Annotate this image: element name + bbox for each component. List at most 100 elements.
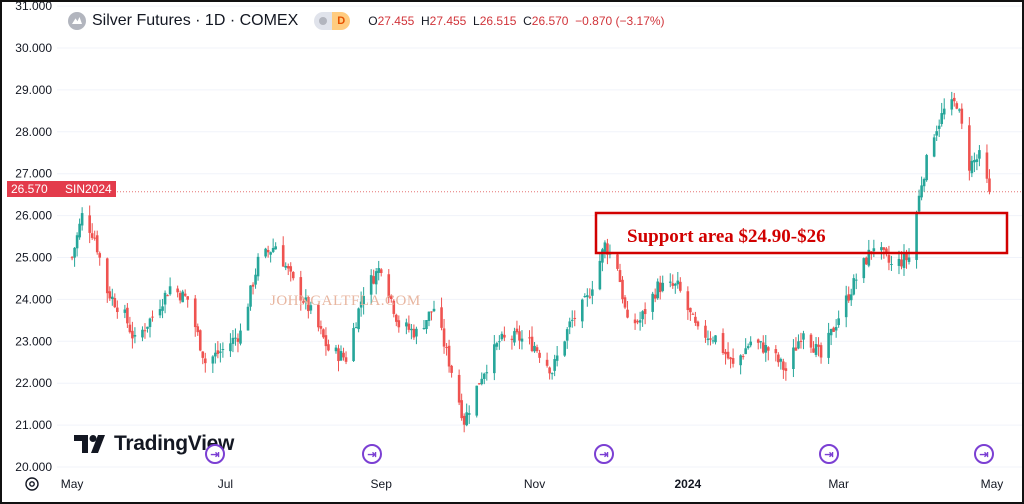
- tradingview-logo-icon: [74, 435, 105, 453]
- candle-body: [797, 341, 800, 349]
- candle-body: [706, 338, 710, 341]
- candle-body: [686, 291, 690, 311]
- candle-body: [606, 243, 609, 255]
- candle-body: [952, 97, 956, 102]
- candle-body: [653, 294, 657, 299]
- candle-body: [545, 359, 549, 366]
- candle-body: [161, 306, 164, 311]
- candle-body: [598, 260, 602, 290]
- delayed-badge: D: [332, 12, 351, 30]
- candle-body: [231, 337, 235, 344]
- candle-body: [493, 344, 496, 374]
- candle-body: [746, 346, 750, 349]
- candle-body: [679, 281, 682, 291]
- candle-body: [392, 300, 396, 314]
- candle-body: [764, 345, 768, 353]
- candle-body: [440, 307, 443, 328]
- candle-body: [477, 383, 481, 385]
- candle-body: [500, 333, 504, 340]
- candle-body: [334, 347, 338, 352]
- candle-body: [178, 293, 182, 301]
- candle-body: [618, 270, 622, 283]
- candle-body: [691, 313, 695, 315]
- candle-body: [80, 213, 84, 226]
- time-axis[interactable]: May Jul Sep Nov 2024 Mar May: [61, 477, 1004, 491]
- candle-body: [955, 103, 959, 109]
- candle-body: [766, 347, 770, 351]
- candle-body: [862, 258, 866, 279]
- candle-body: [792, 347, 795, 369]
- go-to-realtime-icon[interactable]: ⇥: [205, 444, 225, 464]
- candle-body: [405, 322, 408, 327]
- candle-body: [369, 275, 373, 295]
- candle-body: [126, 307, 129, 324]
- y-tick-label: 26.000: [15, 209, 52, 223]
- candle-body: [284, 265, 288, 268]
- y-tick-label: 27.000: [15, 167, 52, 181]
- candle-body: [377, 268, 381, 273]
- candle-body: [555, 355, 559, 361]
- candle-body: [327, 344, 330, 351]
- candle-body: [131, 330, 134, 339]
- y-tick-label: 30.000: [15, 41, 52, 55]
- candle-body: [90, 233, 94, 238]
- x-tick-label: Nov: [524, 477, 545, 491]
- candle-body: [271, 247, 275, 252]
- candle-body: [105, 258, 109, 294]
- candle-body: [658, 282, 662, 293]
- candle-body: [741, 356, 745, 358]
- go-to-realtime-icon[interactable]: ⇥: [819, 444, 839, 464]
- gear-icon[interactable]: [24, 476, 40, 492]
- candle-body: [95, 235, 99, 253]
- y-tick-label: 22.000: [15, 376, 52, 390]
- candle-body: [342, 352, 345, 358]
- candle-body: [98, 253, 102, 258]
- candle-body: [603, 242, 607, 252]
- go-to-realtime-icon[interactable]: ⇥: [594, 444, 614, 464]
- candle-body: [922, 179, 926, 187]
- candle-body: [887, 255, 891, 263]
- candle-body: [601, 249, 604, 263]
- candle-body: [75, 235, 79, 249]
- candle-body: [307, 296, 310, 312]
- candle-body: [198, 330, 202, 351]
- candle-body: [357, 308, 360, 330]
- candle-body: [942, 108, 946, 115]
- candle-body: [661, 282, 665, 291]
- candle-body: [568, 321, 572, 328]
- candle-body: [176, 288, 179, 293]
- candle-body: [616, 254, 619, 269]
- market-status-badge[interactable]: D: [314, 12, 351, 30]
- watermark-text: JOHNGALTFLA.COM: [270, 293, 421, 309]
- candle-body: [623, 297, 627, 308]
- candle-body: [475, 385, 479, 416]
- candle-body: [689, 307, 692, 313]
- candle-body: [591, 289, 594, 296]
- candle-body: [651, 293, 654, 312]
- candle-body: [286, 265, 290, 269]
- candle-body: [714, 335, 717, 343]
- candle-body: [694, 316, 697, 323]
- candle-body: [503, 334, 506, 338]
- candle-body: [975, 159, 979, 162]
- candle-body: [724, 351, 727, 355]
- candle-body: [110, 296, 114, 299]
- price-axis[interactable]: 20.000 21.000 22.000 23.000 24.000 25.000 26.0…: [15, 2, 52, 474]
- go-to-realtime-icon[interactable]: ⇥: [362, 444, 382, 464]
- candle-body: [73, 247, 76, 258]
- go-to-realtime-icon[interactable]: ⇥: [974, 444, 994, 464]
- symbol-title[interactable]: Silver Futures · 1D · COMEX: [92, 12, 299, 29]
- x-tick-label: 2024: [675, 477, 702, 491]
- candle-body: [872, 248, 876, 252]
- low-value: 26.515: [479, 14, 517, 28]
- candle-body: [389, 295, 393, 299]
- candle-body: [834, 326, 838, 331]
- open-value: 27.455: [377, 14, 415, 28]
- candle-body: [573, 317, 577, 319]
- candle-body: [970, 160, 974, 174]
- candle-body: [113, 298, 117, 308]
- candle-body: [885, 248, 888, 254]
- tradingview-logo[interactable]: TradingView: [74, 432, 234, 456]
- candle-body: [430, 311, 433, 313]
